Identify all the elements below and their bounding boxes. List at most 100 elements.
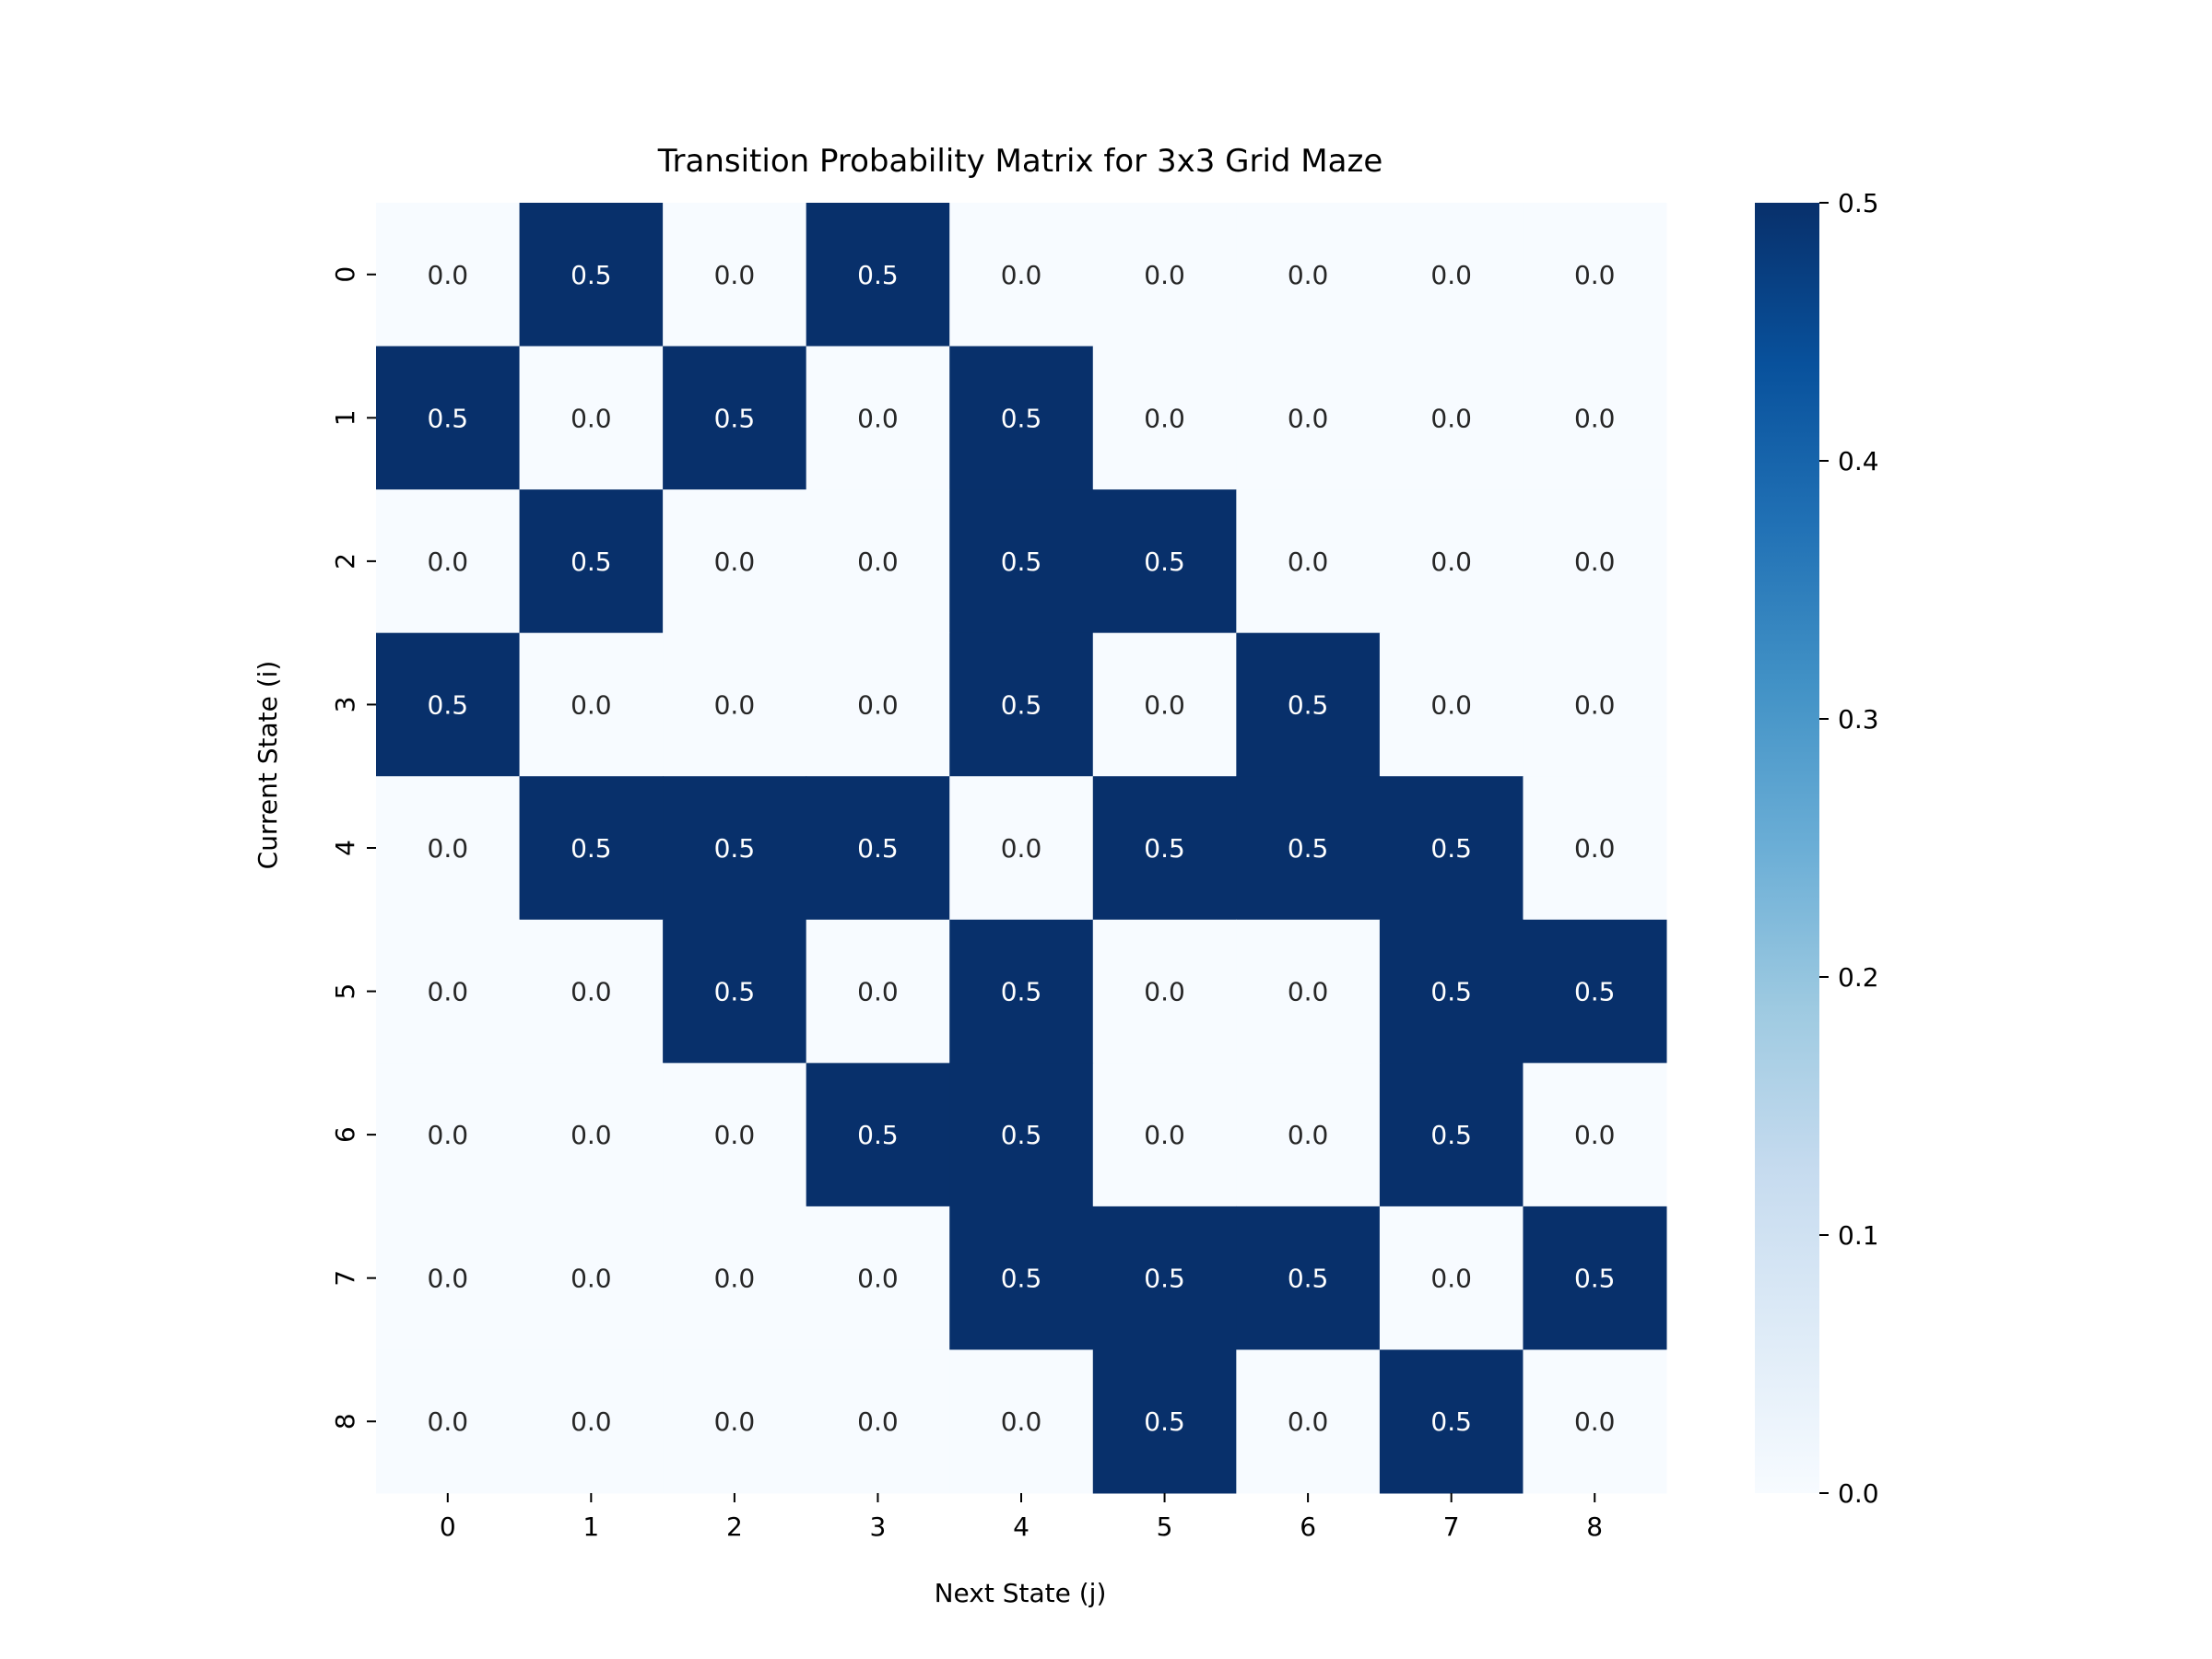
heatmap-cells	[376, 203, 1667, 1494]
cell-value-6-8: 0.0	[1574, 1120, 1616, 1150]
heatmap-cell-4-5	[1092, 776, 1237, 921]
y-tick-label: 8	[330, 1413, 360, 1430]
heatmap-cell-3-5	[1092, 632, 1237, 777]
heatmap-cell-3-8	[1523, 632, 1667, 777]
cell-value-6-2: 0.0	[714, 1120, 756, 1150]
cell-value-4-4: 0.0	[1001, 833, 1042, 864]
cell-value-2-0: 0.0	[428, 547, 469, 577]
heatmap-cell-8-8	[1523, 1349, 1667, 1494]
heatmap-cell-5-8	[1523, 919, 1667, 1064]
cell-value-1-7: 0.0	[1430, 403, 1472, 433]
heatmap-cell-3-0	[376, 632, 521, 777]
cell-value-7-6: 0.5	[1288, 1264, 1329, 1294]
heatmap-cell-2-4	[949, 489, 1094, 634]
heatmap-cell-8-0	[376, 1349, 521, 1494]
heatmap-cell-5-0	[376, 919, 521, 1064]
heatmap-cell-1-4	[949, 346, 1094, 490]
heatmap-cell-5-4	[949, 919, 1094, 1064]
heatmap-cell-3-3	[806, 632, 950, 777]
heatmap-cell-3-4	[949, 632, 1094, 777]
heatmap-cell-7-8	[1523, 1206, 1667, 1350]
cell-value-2-4: 0.5	[1001, 547, 1042, 577]
cell-value-4-3: 0.5	[857, 833, 899, 864]
cell-value-1-3: 0.0	[857, 403, 899, 433]
cell-value-2-8: 0.0	[1574, 547, 1616, 577]
y-tick-label: 1	[330, 409, 360, 426]
heatmap-cell-1-7	[1379, 346, 1524, 490]
heatmap-cell-6-6	[1236, 1063, 1381, 1207]
cell-value-7-0: 0.0	[428, 1264, 469, 1294]
x-tick-label: 1	[582, 1512, 599, 1542]
y-axis-ticks: 0 1 2 3 4 5 6 7 8	[330, 266, 376, 1430]
colorbar-tick-label: 0.4	[1838, 446, 1879, 477]
heatmap-cell-1-8	[1523, 346, 1667, 490]
heatmap-cell-4-7	[1379, 776, 1524, 921]
cell-value-1-5: 0.0	[1144, 403, 1185, 433]
heatmap-cell-1-6	[1236, 346, 1381, 490]
cell-value-6-3: 0.5	[857, 1120, 899, 1150]
cell-value-8-7: 0.5	[1430, 1406, 1472, 1437]
cell-value-5-3: 0.0	[857, 977, 899, 1007]
heatmap-cell-3-2	[663, 632, 807, 777]
cell-value-5-4: 0.5	[1001, 977, 1042, 1007]
x-tick-label: 3	[870, 1512, 887, 1542]
heatmap-cell-4-4	[949, 776, 1094, 921]
heatmap-cell-6-3	[806, 1063, 950, 1207]
x-tick-label: 5	[1157, 1512, 1173, 1542]
cell-value-4-2: 0.5	[714, 833, 756, 864]
heatmap-cell-4-3	[806, 776, 950, 921]
cell-value-8-8: 0.0	[1574, 1406, 1616, 1437]
cell-value-4-0: 0.0	[428, 833, 469, 864]
x-tick-label: 4	[1013, 1512, 1030, 1542]
y-tick-label: 7	[330, 1270, 360, 1287]
heatmap-cell-2-6	[1236, 489, 1381, 634]
chart-title: Transition Probability Matrix for 3x3 Gr…	[657, 143, 1382, 180]
heatmap-cell-6-1	[519, 1063, 664, 1207]
cell-value-7-2: 0.0	[714, 1264, 756, 1294]
heatmap-cell-4-6	[1236, 776, 1381, 921]
cell-value-6-7: 0.5	[1430, 1120, 1472, 1150]
heatmap-cell-8-2	[663, 1349, 807, 1494]
heatmap-cell-6-7	[1379, 1063, 1524, 1207]
cell-value-3-7: 0.0	[1430, 689, 1472, 720]
cell-value-6-5: 0.0	[1144, 1120, 1185, 1150]
heatmap-cell-5-2	[663, 919, 807, 1064]
cell-value-2-3: 0.0	[857, 547, 899, 577]
heatmap-cell-4-2	[663, 776, 807, 921]
cell-value-7-7: 0.0	[1430, 1264, 1472, 1294]
heatmap-cell-1-0	[376, 346, 521, 490]
heatmap-cell-7-4	[949, 1206, 1094, 1350]
heatmap-cell-0-2	[663, 203, 807, 347]
heatmap-cell-3-7	[1379, 632, 1524, 777]
heatmap-cell-6-4	[949, 1063, 1094, 1207]
heatmap-cell-0-4	[949, 203, 1094, 347]
cell-value-8-5: 0.5	[1144, 1406, 1185, 1437]
heatmap-cell-0-7	[1379, 203, 1524, 347]
y-tick-label: 4	[330, 840, 360, 856]
heatmap-cell-5-6	[1236, 919, 1381, 1064]
heatmap-cell-7-5	[1092, 1206, 1237, 1350]
cell-value-4-6: 0.5	[1288, 833, 1329, 864]
cell-value-2-5: 0.5	[1144, 547, 1185, 577]
heatmap-cell-2-7	[1379, 489, 1524, 634]
cell-value-2-1: 0.5	[571, 547, 612, 577]
cell-value-4-8: 0.0	[1574, 833, 1616, 864]
cell-value-1-8: 0.0	[1574, 403, 1616, 433]
heatmap-cell-7-7	[1379, 1206, 1524, 1350]
cell-value-0-7: 0.0	[1430, 260, 1472, 290]
cell-value-6-6: 0.0	[1288, 1120, 1329, 1150]
y-tick-label: 6	[330, 1126, 360, 1143]
heatmap-cell-1-5	[1092, 346, 1237, 490]
heatmap-cell-7-3	[806, 1206, 950, 1350]
cell-value-3-5: 0.0	[1144, 689, 1185, 720]
heatmap-cell-0-3	[806, 203, 950, 347]
cell-value-6-0: 0.0	[428, 1120, 469, 1150]
heatmap-cell-8-6	[1236, 1349, 1381, 1494]
heatmap-cell-6-2	[663, 1063, 807, 1207]
cell-value-4-1: 0.5	[571, 833, 612, 864]
heatmap-cell-3-6	[1236, 632, 1381, 777]
heatmap-cell-3-1	[519, 632, 664, 777]
cell-value-7-3: 0.0	[857, 1264, 899, 1294]
cell-value-5-2: 0.5	[714, 977, 756, 1007]
